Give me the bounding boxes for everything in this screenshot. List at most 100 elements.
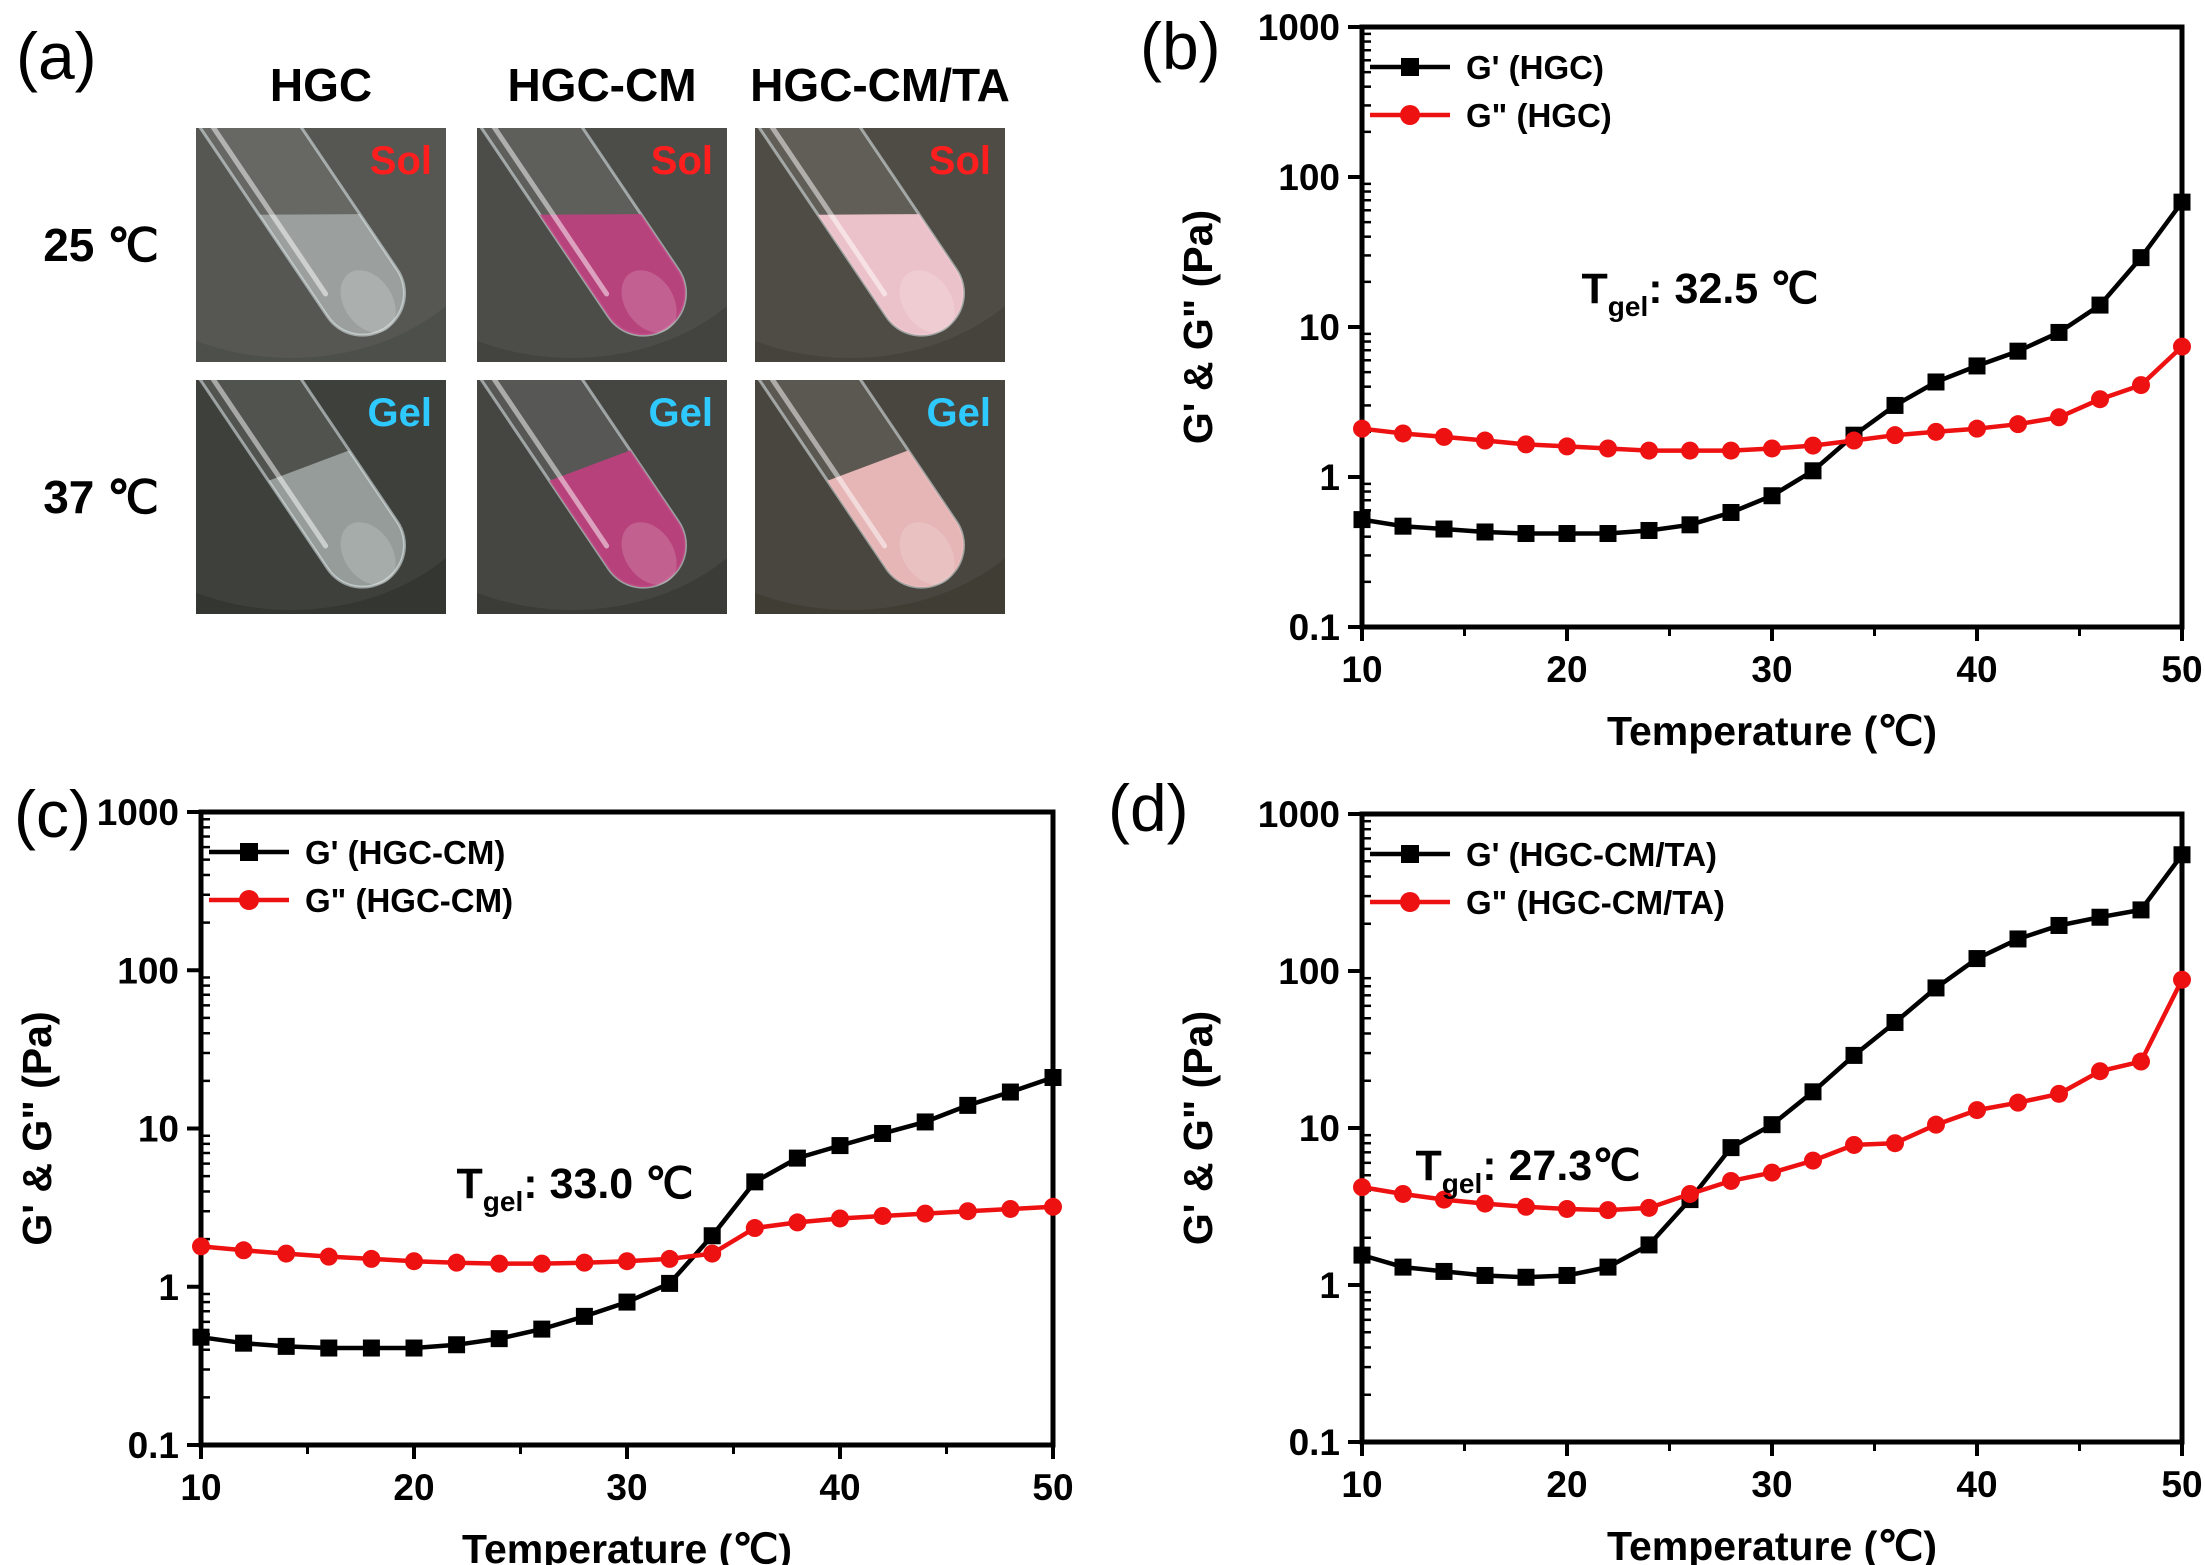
data-point-square [2173,846,2191,864]
glass-highlight-line [201,380,329,549]
data-point-square [235,1334,253,1352]
data-point-circle [1599,439,1617,458]
data-point-square [1001,1083,1019,1101]
data-point-circle [1681,1184,1699,1203]
glass-glare [621,522,677,585]
data-point-circle [1517,435,1535,454]
tgel-annotation: Tgel: 33.0 ℃ [457,1160,694,1217]
data-point-circle [2173,337,2191,356]
vial-content [827,450,964,588]
x-tick-label: 40 [1956,1464,1997,1505]
glass-highlight-line [482,380,610,549]
data-point-circle [1001,1199,1020,1218]
data-point-square [277,1337,295,1355]
data-point-square [1435,1262,1453,1280]
data-point-circle [1886,426,1904,445]
data-point-square [1476,1266,1494,1284]
data-point-circle [1394,1184,1412,1203]
vial-photo-gel-0: Gel [196,380,446,614]
data-point-square [1968,357,1986,375]
data-point-circle [873,1206,892,1225]
data-point-square [1845,1046,1863,1064]
data-point-square [1722,503,1740,521]
data-point-circle [1968,419,1986,438]
legend-marker-square [240,843,258,861]
data-point-square [1476,523,1494,541]
data-point-circle [2132,376,2150,395]
legend-label: G" (HGC-CM/TA) [1466,884,1725,921]
data-point-circle [2050,408,2068,427]
data-point-square [2009,930,2027,948]
y-tick-label: 100 [117,950,179,991]
y-axis-title: G' & G" (Pa) [1175,1011,1221,1245]
y-tick-label: 1000 [1258,794,1340,835]
chart-panel-d-hgc-cm-ta: 10 20 30 40 50 0.1 1 10 100 1000 Temperature (℃) G'… [1175,794,2203,1565]
y-tick-label: 0.1 [1289,1422,1340,1463]
data-point-square [1044,1069,1062,1087]
data-point-square [1804,1083,1822,1101]
data-point-square [1804,462,1822,480]
data-point-square [2050,323,2068,341]
data-point-circle [490,1254,509,1273]
x-tick-label: 20 [1546,649,1587,690]
data-point-square [192,1328,210,1346]
y-axis-title: G' & G" (Pa) [14,1011,60,1245]
data-point-circle [2091,390,2109,409]
data-point-circle [2173,970,2191,989]
y-tick-label: 1 [1319,1265,1340,1306]
data-point-square [575,1307,593,1325]
legend-label: G' (HGC) [1466,49,1604,86]
data-point-square [490,1330,508,1348]
y-tick-label: 1000 [1258,7,1340,48]
vial-photo-sol-2: Sol [755,128,1005,362]
state-label-gel: Gel [368,391,432,435]
glass-highlight-line [201,128,329,297]
panel-d-label: (d) [1108,771,1189,845]
data-point-circle [362,1249,381,1268]
data-point-square [1681,516,1699,534]
row-label-25c: 25 ℃ [43,219,159,271]
data-point-square [703,1227,721,1245]
vial-content [539,214,686,336]
data-point-circle [1353,419,1371,438]
x-tick-label: 30 [606,1467,647,1508]
data-point-circle [831,1209,849,1228]
data-point-square [2132,901,2150,919]
data-point-circle [1804,1151,1822,1170]
data-point-circle [916,1204,935,1223]
data-point-square [1394,1258,1412,1276]
x-tick-label: 20 [1546,1464,1587,1505]
data-point-square [874,1124,892,1142]
y-tick-label: 100 [1278,157,1340,198]
vial-content [549,450,686,588]
data-point-circle [532,1254,551,1273]
data-point-square [1640,1236,1658,1254]
x-axis-title: Temperature (℃) [1607,708,1937,754]
glass-glare [340,270,396,333]
data-point-square [2050,916,2068,934]
data-point-square [405,1339,423,1357]
vial-photo-sol-0: Sol [196,128,446,362]
data-point-square [2091,296,2109,314]
data-point-circle [1394,424,1412,443]
state-label-sol: Sol [370,139,432,183]
data-point-circle [1476,431,1494,450]
glass-glare [340,522,396,585]
data-point-circle [1435,1190,1453,1209]
data-point-circle [788,1213,807,1232]
data-point-circle [703,1244,722,1263]
data-point-square [1927,979,1945,997]
legend-label: G' (HGC-CM) [305,834,505,871]
test-tube [196,380,406,589]
column-header-hgc-cm: HGC-CM [507,59,697,111]
vial-content [268,450,405,588]
data-point-circle [1845,1135,1863,1154]
data-point-square [1886,396,1904,414]
data-point-square [1763,487,1781,505]
glass-highlight-line [482,128,610,297]
data-point-circle [1599,1201,1617,1220]
data-point-square [2009,342,2027,360]
x-tick-label: 10 [1341,1464,1382,1505]
